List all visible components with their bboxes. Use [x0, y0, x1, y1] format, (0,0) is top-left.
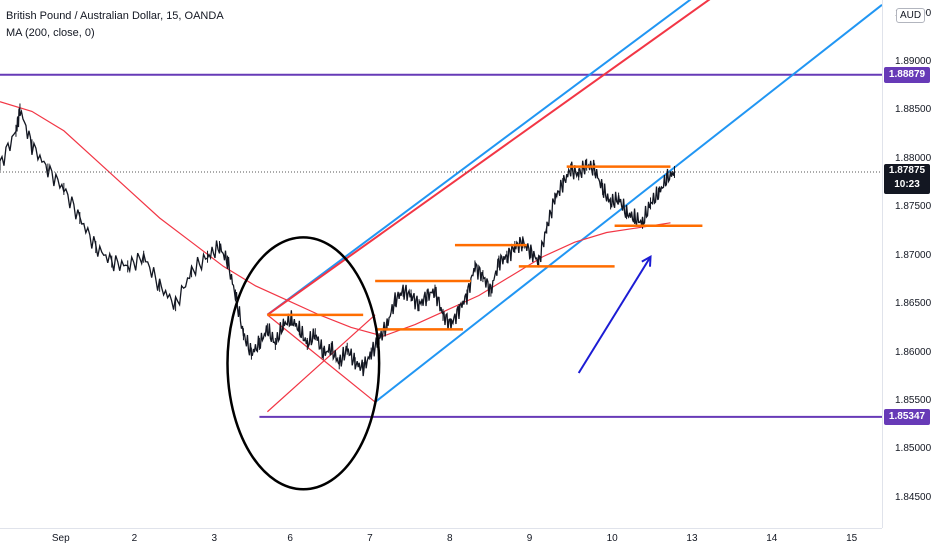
pitchfork-channel: [266, 0, 882, 413]
currency-label[interactable]: AUD: [896, 8, 926, 23]
x-tick-label: 15: [846, 533, 858, 544]
current-price-label: 1.87875: [888, 164, 926, 176]
price-scale[interactable]: 1.84500 1.85000 1.85500 1.86000 1.86500 1.870…: [882, 0, 932, 528]
y-tick-label: 1.85500: [895, 395, 932, 407]
x-tick-label: 8: [446, 533, 453, 544]
x-tick-label: 2: [131, 533, 138, 544]
annotations: [226, 165, 703, 491]
y-tick-label: 1.88000: [895, 152, 932, 164]
chart-svg[interactable]: [0, 0, 882, 528]
time-scale[interactable]: Sep 2 3 6 7 8 9 10 13 14 15: [0, 528, 882, 551]
y-tick-label: 1.86000: [895, 346, 932, 358]
trend-arrow: [577, 256, 652, 374]
y-tick-label: 1.86500: [895, 298, 932, 310]
y-tick-label: 1.88500: [895, 104, 932, 116]
x-tick-label: 7: [367, 533, 373, 544]
channel-median-line: [266, 0, 711, 316]
cross-line: [266, 314, 376, 413]
cross-line: [267, 314, 376, 403]
chart-legend: British Pound / Australian Dollar, 15, O…: [6, 8, 224, 42]
y-tick-label: 1.87000: [895, 249, 932, 261]
x-tick-label: 9: [526, 533, 533, 544]
ma-line: [0, 101, 671, 337]
lower-level-price-tag: 1.85347: [884, 408, 930, 425]
channel-upper-line: [266, 0, 692, 316]
moving-average: [0, 101, 671, 337]
countdown-label: 10:23: [894, 178, 920, 190]
chart-area[interactable]: British Pound / Australian Dollar, 15, O…: [0, 0, 882, 528]
horizontal-levels: [0, 73, 882, 418]
x-tick-label: 14: [766, 533, 778, 544]
y-tick-label: 1.87500: [895, 201, 932, 213]
indicator-legend: MA (200, close, 0): [6, 27, 95, 39]
y-tick-label: 1.89000: [895, 55, 932, 67]
current-price-box: 1.87875 10:23: [884, 163, 930, 194]
y-tick-label: 1.84500: [895, 491, 932, 503]
upper-level-price-tag: 1.88879: [884, 66, 930, 83]
x-tick-label: 13: [686, 533, 698, 544]
y-tick-label: 1.85000: [895, 443, 932, 455]
price-series: [0, 103, 676, 377]
trend-arrow-head: [641, 254, 652, 267]
x-tick-label: Sep: [51, 533, 70, 544]
price-line: [0, 107, 676, 377]
channel-lower-line: [374, 4, 882, 403]
x-tick-label: 3: [211, 533, 218, 544]
x-tick-label: 10: [606, 533, 618, 544]
x-tick-label: 6: [287, 533, 293, 544]
highlight-circle: [226, 236, 381, 491]
symbol-title: British Pound / Australian Dollar, 15, O…: [6, 10, 224, 22]
